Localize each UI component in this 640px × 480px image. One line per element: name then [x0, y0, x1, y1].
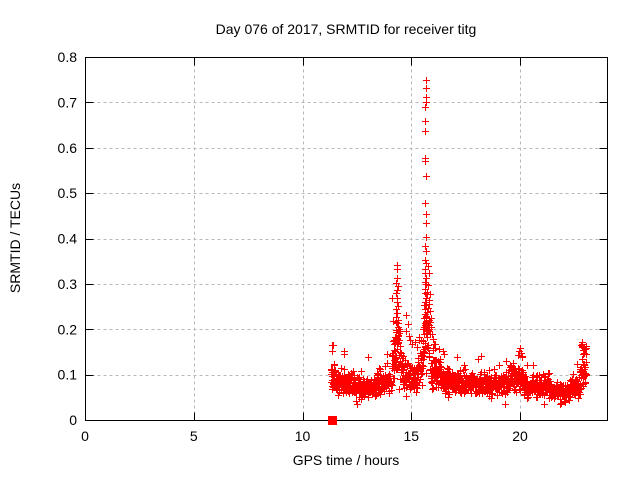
plot-border	[85, 57, 608, 421]
y-tick-label: 0.8	[58, 49, 78, 65]
y-tick-label: 0.4	[58, 231, 78, 247]
chart-title: Day 076 of 2017, SRMTID for receiver tit…	[216, 21, 477, 37]
data-points	[328, 77, 590, 408]
y-tick-label: 0	[69, 412, 77, 428]
y-tick-label: 0.1	[58, 367, 78, 383]
x-tick-label: 10	[295, 428, 311, 444]
x-tick-label: 0	[81, 428, 89, 444]
y-axis-label: SRMTID / TECUs	[7, 183, 23, 293]
grid-lines	[85, 57, 608, 421]
x-tick-label: 5	[190, 428, 198, 444]
x-tick-label: 20	[512, 428, 528, 444]
y-tick-label: 0.6	[58, 140, 78, 156]
axis-ticks: 0 5 10 15 20 0 0.1 0.2 0.3 0.4 0.5 0.6 0.7 0.8	[58, 49, 608, 444]
x-axis-label: GPS time / hours	[293, 452, 400, 468]
data-points-layer	[328, 77, 590, 425]
plot-border-layer	[85, 57, 608, 421]
y-tick-label: 0.2	[58, 321, 78, 337]
y-tick-label: 0.7	[58, 94, 78, 110]
y-tick-label: 0.3	[58, 276, 78, 292]
x-tick-label: 15	[403, 428, 419, 444]
y-tick-label: 0.5	[58, 185, 78, 201]
zero-value-square-marker	[328, 416, 337, 425]
axis-labels-layer: Day 076 of 2017, SRMTID for receiver tit…	[7, 21, 476, 468]
